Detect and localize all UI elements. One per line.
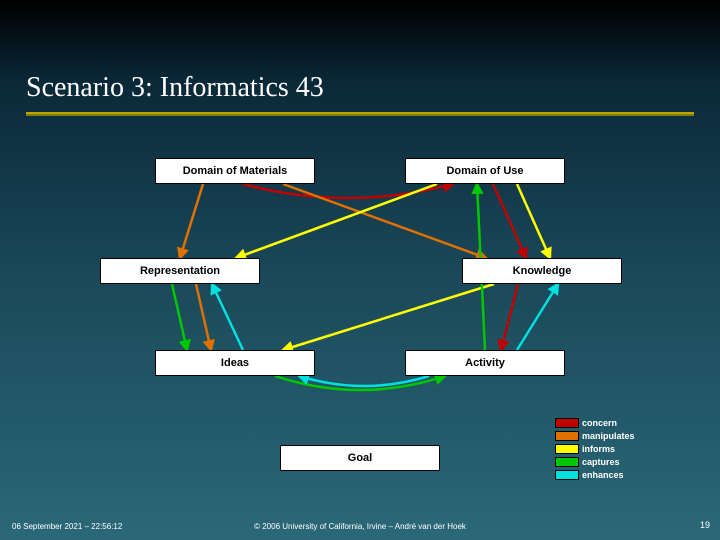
legend-label: manipulates <box>582 431 635 441</box>
node-label: Knowledge <box>513 265 572 277</box>
legend-row-concern: concern <box>555 416 635 429</box>
node-domain-of-materials: Domain of Materials <box>155 158 315 184</box>
footer-page-number-text: 19 <box>700 520 710 530</box>
title-underline <box>26 112 694 116</box>
legend-label: captures <box>582 457 620 467</box>
legend-row-informs: informs <box>555 442 635 455</box>
legend-swatch <box>555 470 579 480</box>
legend-label: informs <box>582 444 615 454</box>
legend-swatch <box>555 418 579 428</box>
node-representation: Representation <box>100 258 260 284</box>
footer-copyright: © 2006 University of California, Irvine … <box>0 522 720 531</box>
node-label: Activity <box>465 357 505 369</box>
node-label: Domain of Materials <box>183 165 288 177</box>
rule-bot <box>26 114 694 116</box>
node-label: Representation <box>140 265 220 277</box>
legend-swatch <box>555 444 579 454</box>
node-label: Goal <box>348 452 372 464</box>
slide-title-text: Scenario 3: Informatics 43 <box>26 72 324 103</box>
legend-label: enhances <box>582 470 624 480</box>
node-domain-of-use: Domain of Use <box>405 158 565 184</box>
node-ideas: Ideas <box>155 350 315 376</box>
legend-row-captures: captures <box>555 455 635 468</box>
node-activity: Activity <box>405 350 565 376</box>
slide-title: Scenario 3: Informatics 43 <box>26 72 324 104</box>
legend: concern manipulates informs captures enhance… <box>555 416 635 481</box>
node-goal: Goal <box>280 445 440 471</box>
footer-page-number: 19 <box>700 520 710 530</box>
node-label: Domain of Use <box>446 165 523 177</box>
legend-row-enhances: enhances <box>555 468 635 481</box>
legend-swatch <box>555 457 579 467</box>
legend-row-manipulates: manipulates <box>555 429 635 442</box>
footer-copyright-text: © 2006 University of California, Irvine … <box>254 522 466 531</box>
legend-label: concern <box>582 418 617 428</box>
node-knowledge: Knowledge <box>462 258 622 284</box>
legend-swatch <box>555 431 579 441</box>
node-label: Ideas <box>221 357 249 369</box>
